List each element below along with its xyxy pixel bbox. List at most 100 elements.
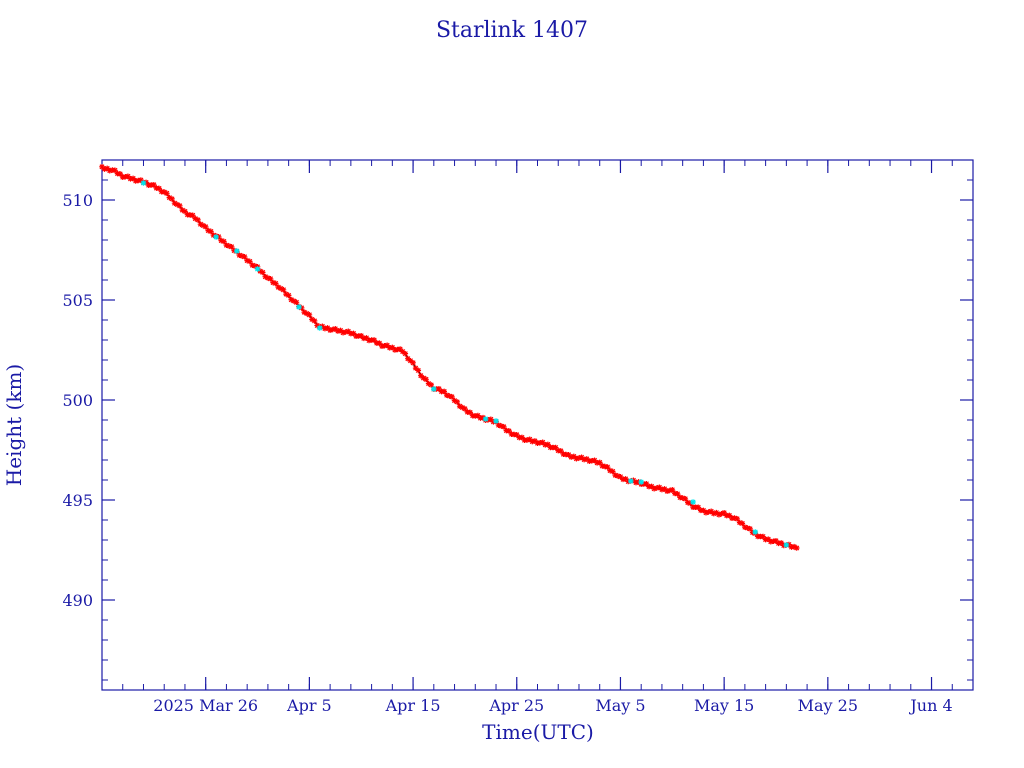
data-point-highlight — [783, 542, 790, 548]
data-point — [101, 166, 108, 172]
data-point — [721, 510, 727, 516]
data-point — [402, 350, 409, 357]
data-point — [241, 254, 248, 260]
data-point — [267, 276, 274, 282]
data-point — [659, 486, 665, 493]
data-point-highlight — [482, 416, 489, 422]
data-point — [674, 491, 681, 497]
data-point — [306, 312, 313, 318]
data-point — [399, 348, 406, 355]
data-point — [713, 509, 720, 516]
data-point — [226, 243, 232, 249]
y-axis-label: Height (km) — [2, 364, 26, 486]
data-point — [169, 196, 175, 202]
data-point — [519, 434, 525, 441]
data-point — [591, 457, 598, 464]
data-point — [501, 424, 507, 430]
data-point — [275, 284, 282, 290]
data-point — [700, 507, 707, 514]
data-point — [648, 483, 655, 490]
data-point — [633, 479, 639, 486]
data-point-highlight — [752, 529, 759, 535]
data-point — [125, 173, 131, 180]
data-point — [423, 376, 429, 383]
y-tick-label: 490 — [62, 591, 93, 610]
x-tick-label: 2025 Mar 26 — [153, 696, 258, 715]
data-point — [726, 512, 733, 519]
data-point — [244, 257, 250, 264]
data-point — [239, 253, 245, 259]
data-point — [182, 208, 188, 215]
data-point — [130, 175, 136, 182]
data-point — [558, 448, 564, 454]
data-point — [736, 519, 743, 526]
data-point — [669, 487, 676, 493]
data-point-highlight — [690, 499, 696, 505]
data-point-highlight — [431, 386, 437, 392]
x-tick-label: May 5 — [595, 696, 645, 715]
data-point — [223, 242, 230, 248]
data-point — [480, 414, 486, 421]
y-tick-label: 510 — [62, 191, 93, 210]
data-point — [164, 190, 170, 197]
data-point — [459, 404, 466, 411]
data-point — [171, 200, 178, 206]
data-point — [291, 298, 297, 304]
data-point — [565, 452, 572, 458]
data-point — [376, 340, 383, 346]
data-point — [604, 464, 611, 470]
data-point — [454, 399, 460, 405]
data-point-highlight — [628, 478, 634, 484]
data-point — [166, 194, 173, 201]
data-point-highlight — [233, 248, 240, 254]
data-point — [716, 511, 722, 518]
chart-title: Starlink 1407 — [436, 18, 588, 43]
data-point — [249, 262, 256, 268]
data-point — [607, 467, 613, 474]
series — [99, 164, 800, 551]
data-point — [449, 394, 455, 400]
data-point — [436, 386, 442, 392]
data-point — [705, 509, 712, 515]
data-point — [773, 538, 779, 544]
data-point — [765, 536, 772, 542]
data-point — [324, 325, 331, 331]
data-point — [418, 372, 424, 379]
data-point — [552, 444, 559, 451]
data-point — [350, 330, 357, 337]
data-point — [568, 454, 574, 460]
data-point — [174, 201, 180, 208]
data-point — [309, 316, 315, 323]
data-point — [793, 545, 800, 551]
data-point — [358, 333, 365, 339]
data-point — [532, 438, 538, 444]
data-point-highlight — [254, 266, 261, 272]
data-point — [202, 224, 209, 230]
data-point — [397, 346, 403, 352]
data-point — [270, 279, 276, 286]
data-point — [246, 258, 253, 265]
data-point — [311, 318, 318, 324]
x-tick-label: Apr 15 — [385, 696, 441, 715]
data-point — [630, 477, 637, 484]
data-point — [337, 327, 344, 334]
data-point — [498, 423, 505, 429]
data-point — [475, 412, 481, 419]
data-point — [288, 296, 295, 303]
x-tick-label: May 25 — [798, 696, 858, 715]
data-point — [708, 508, 714, 515]
y-tick-label: 500 — [62, 391, 93, 410]
data-point — [524, 437, 530, 443]
data-point — [451, 397, 458, 404]
data-point — [412, 365, 419, 371]
data-point — [734, 516, 740, 522]
data-point — [695, 504, 702, 511]
data-point — [526, 436, 533, 443]
data-point — [327, 327, 333, 333]
x-tick-label: Apr 5 — [286, 696, 332, 715]
data-point — [420, 375, 427, 381]
data-point — [739, 520, 746, 527]
data-point — [791, 543, 797, 550]
data-point — [345, 328, 352, 335]
data-point — [415, 367, 422, 374]
